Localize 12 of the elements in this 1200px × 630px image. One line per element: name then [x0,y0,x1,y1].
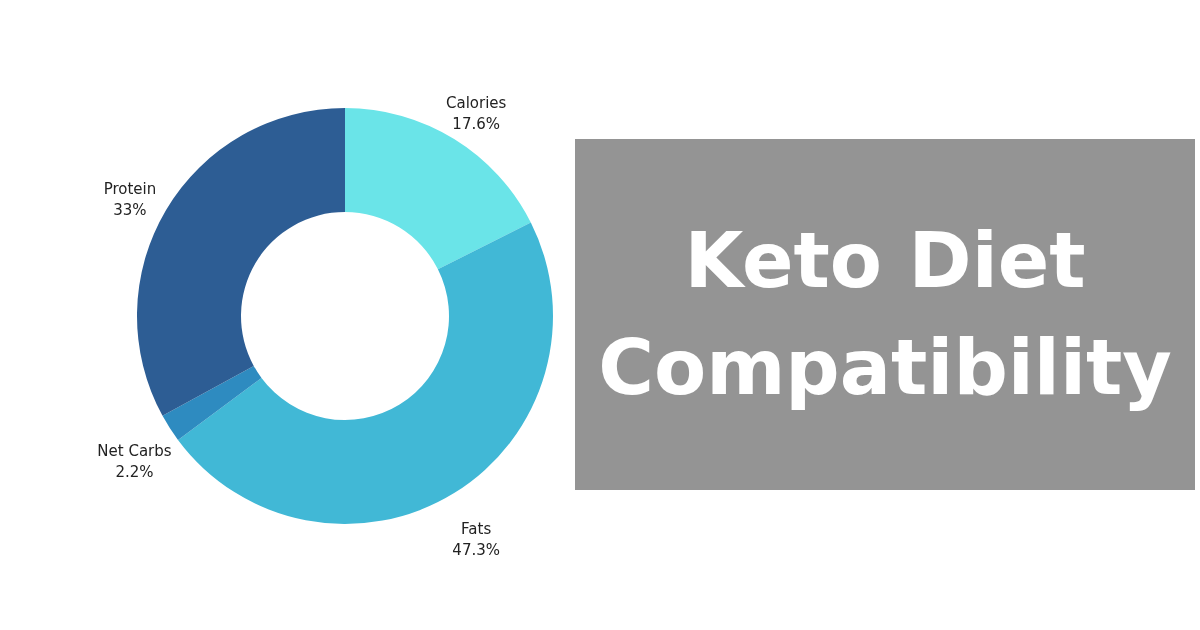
donut-slice [345,108,531,270]
data-label: 33% [113,200,147,219]
donut-slice [178,222,553,524]
slice-label: Calories [445,94,507,113]
donut-slice [162,365,262,440]
slice-label: Net Carbs [97,441,172,460]
data-label: 47.3% [452,540,500,559]
data-label: 17.6% [452,115,500,134]
slice-label: Fats [461,519,492,538]
slice-label: Protein [103,179,157,198]
data-label: 2.2% [115,462,154,481]
text: Keto Diet Compatibility [597,215,1173,414]
